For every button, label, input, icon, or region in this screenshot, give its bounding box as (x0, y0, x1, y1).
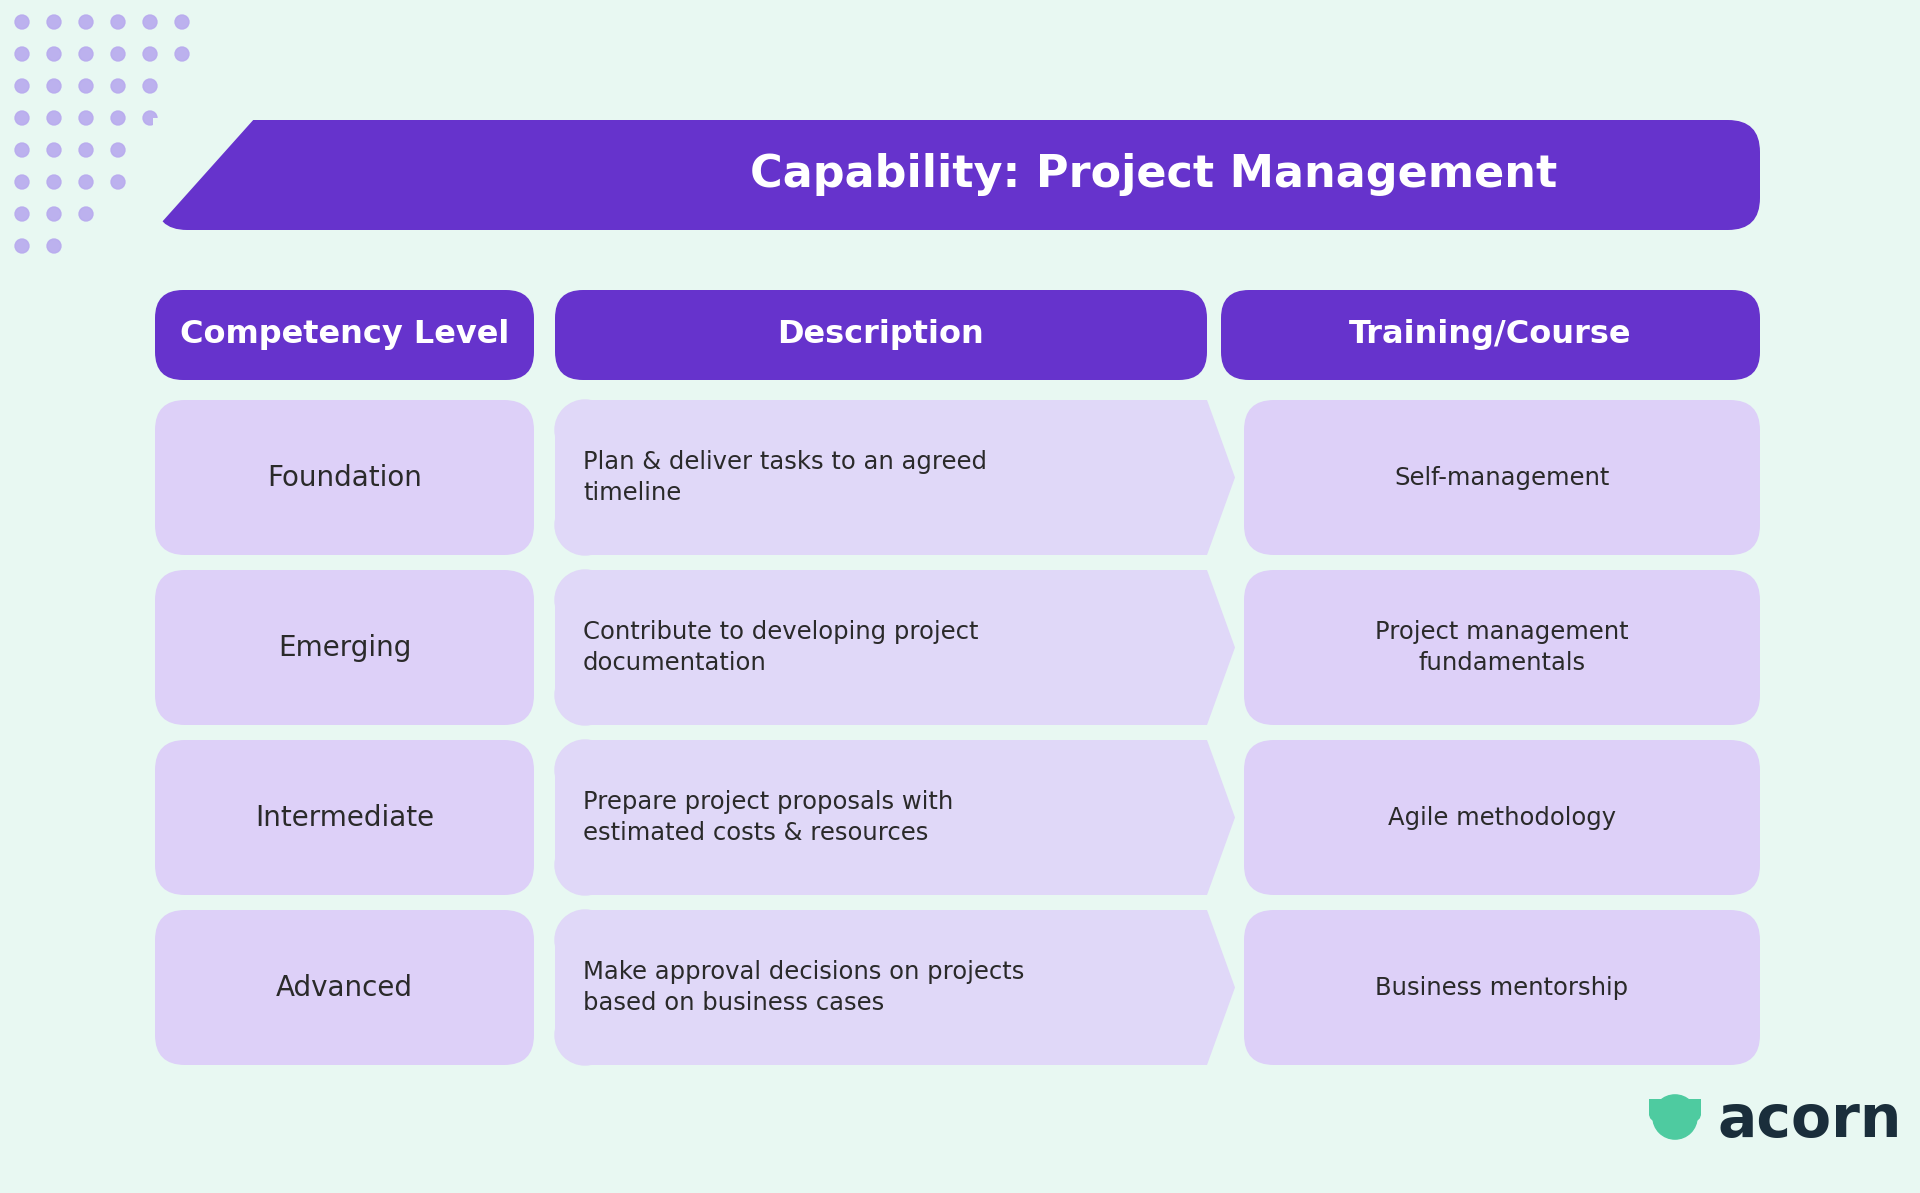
Circle shape (79, 47, 92, 61)
Circle shape (15, 111, 29, 125)
Polygon shape (555, 400, 1235, 555)
Circle shape (46, 239, 61, 253)
Circle shape (46, 16, 61, 29)
Circle shape (175, 16, 188, 29)
Text: Self-management: Self-management (1394, 465, 1609, 489)
Circle shape (111, 111, 125, 125)
Text: Make approval decisions on projects
based on business cases: Make approval decisions on projects base… (584, 959, 1025, 1015)
Circle shape (46, 143, 61, 157)
FancyBboxPatch shape (156, 570, 534, 725)
FancyBboxPatch shape (156, 740, 534, 895)
Polygon shape (555, 910, 1235, 1065)
Circle shape (46, 208, 61, 221)
FancyBboxPatch shape (156, 910, 534, 1065)
FancyBboxPatch shape (1649, 1099, 1701, 1121)
Circle shape (79, 208, 92, 221)
Text: Project management
fundamentals: Project management fundamentals (1375, 619, 1628, 675)
FancyBboxPatch shape (1244, 570, 1761, 725)
Circle shape (79, 111, 92, 125)
Circle shape (15, 239, 29, 253)
Circle shape (555, 910, 614, 970)
Circle shape (111, 175, 125, 188)
Circle shape (15, 47, 29, 61)
Text: Business mentorship: Business mentorship (1375, 976, 1628, 1000)
Circle shape (1653, 1095, 1697, 1139)
Text: Foundation: Foundation (267, 464, 422, 492)
Circle shape (46, 111, 61, 125)
Circle shape (46, 47, 61, 61)
Text: Prepare project proposals with
estimated costs & resources: Prepare project proposals with estimated… (584, 790, 952, 846)
Circle shape (46, 79, 61, 93)
Text: Advanced: Advanced (276, 973, 413, 1001)
Circle shape (111, 47, 125, 61)
Text: Contribute to developing project
documentation: Contribute to developing project documen… (584, 619, 979, 675)
Polygon shape (154, 118, 255, 231)
Circle shape (79, 175, 92, 188)
Circle shape (555, 665, 614, 725)
FancyBboxPatch shape (1221, 290, 1761, 381)
Polygon shape (555, 570, 1235, 725)
Circle shape (46, 175, 61, 188)
Text: Agile methodology: Agile methodology (1388, 805, 1617, 829)
Circle shape (111, 79, 125, 93)
Circle shape (175, 47, 188, 61)
Text: Description: Description (778, 320, 985, 351)
Circle shape (79, 79, 92, 93)
Circle shape (111, 143, 125, 157)
Circle shape (555, 1005, 614, 1065)
Circle shape (142, 111, 157, 125)
Polygon shape (555, 740, 1235, 895)
FancyBboxPatch shape (156, 120, 1761, 230)
Text: acorn: acorn (1716, 1093, 1901, 1150)
Circle shape (555, 835, 614, 895)
FancyBboxPatch shape (156, 400, 534, 555)
Circle shape (15, 79, 29, 93)
Circle shape (555, 740, 614, 801)
FancyBboxPatch shape (555, 290, 1208, 381)
Circle shape (142, 79, 157, 93)
FancyBboxPatch shape (156, 290, 534, 381)
Text: Plan & deliver tasks to an agreed
timeline: Plan & deliver tasks to an agreed timeli… (584, 450, 987, 506)
Circle shape (111, 16, 125, 29)
Text: Capability: Project Management: Capability: Project Management (751, 154, 1557, 197)
FancyBboxPatch shape (1244, 740, 1761, 895)
Circle shape (15, 143, 29, 157)
Circle shape (15, 208, 29, 221)
Circle shape (79, 143, 92, 157)
Text: Competency Level: Competency Level (180, 320, 509, 351)
FancyBboxPatch shape (1244, 400, 1761, 555)
Circle shape (142, 16, 157, 29)
Circle shape (555, 570, 614, 630)
Circle shape (142, 47, 157, 61)
Circle shape (15, 175, 29, 188)
Text: Emerging: Emerging (278, 633, 411, 661)
Circle shape (555, 400, 614, 460)
FancyBboxPatch shape (1244, 910, 1761, 1065)
Polygon shape (1649, 1099, 1701, 1131)
Circle shape (15, 16, 29, 29)
Text: Training/Course: Training/Course (1350, 320, 1632, 351)
Circle shape (79, 16, 92, 29)
Circle shape (555, 495, 614, 555)
Text: Intermediate: Intermediate (255, 804, 434, 832)
